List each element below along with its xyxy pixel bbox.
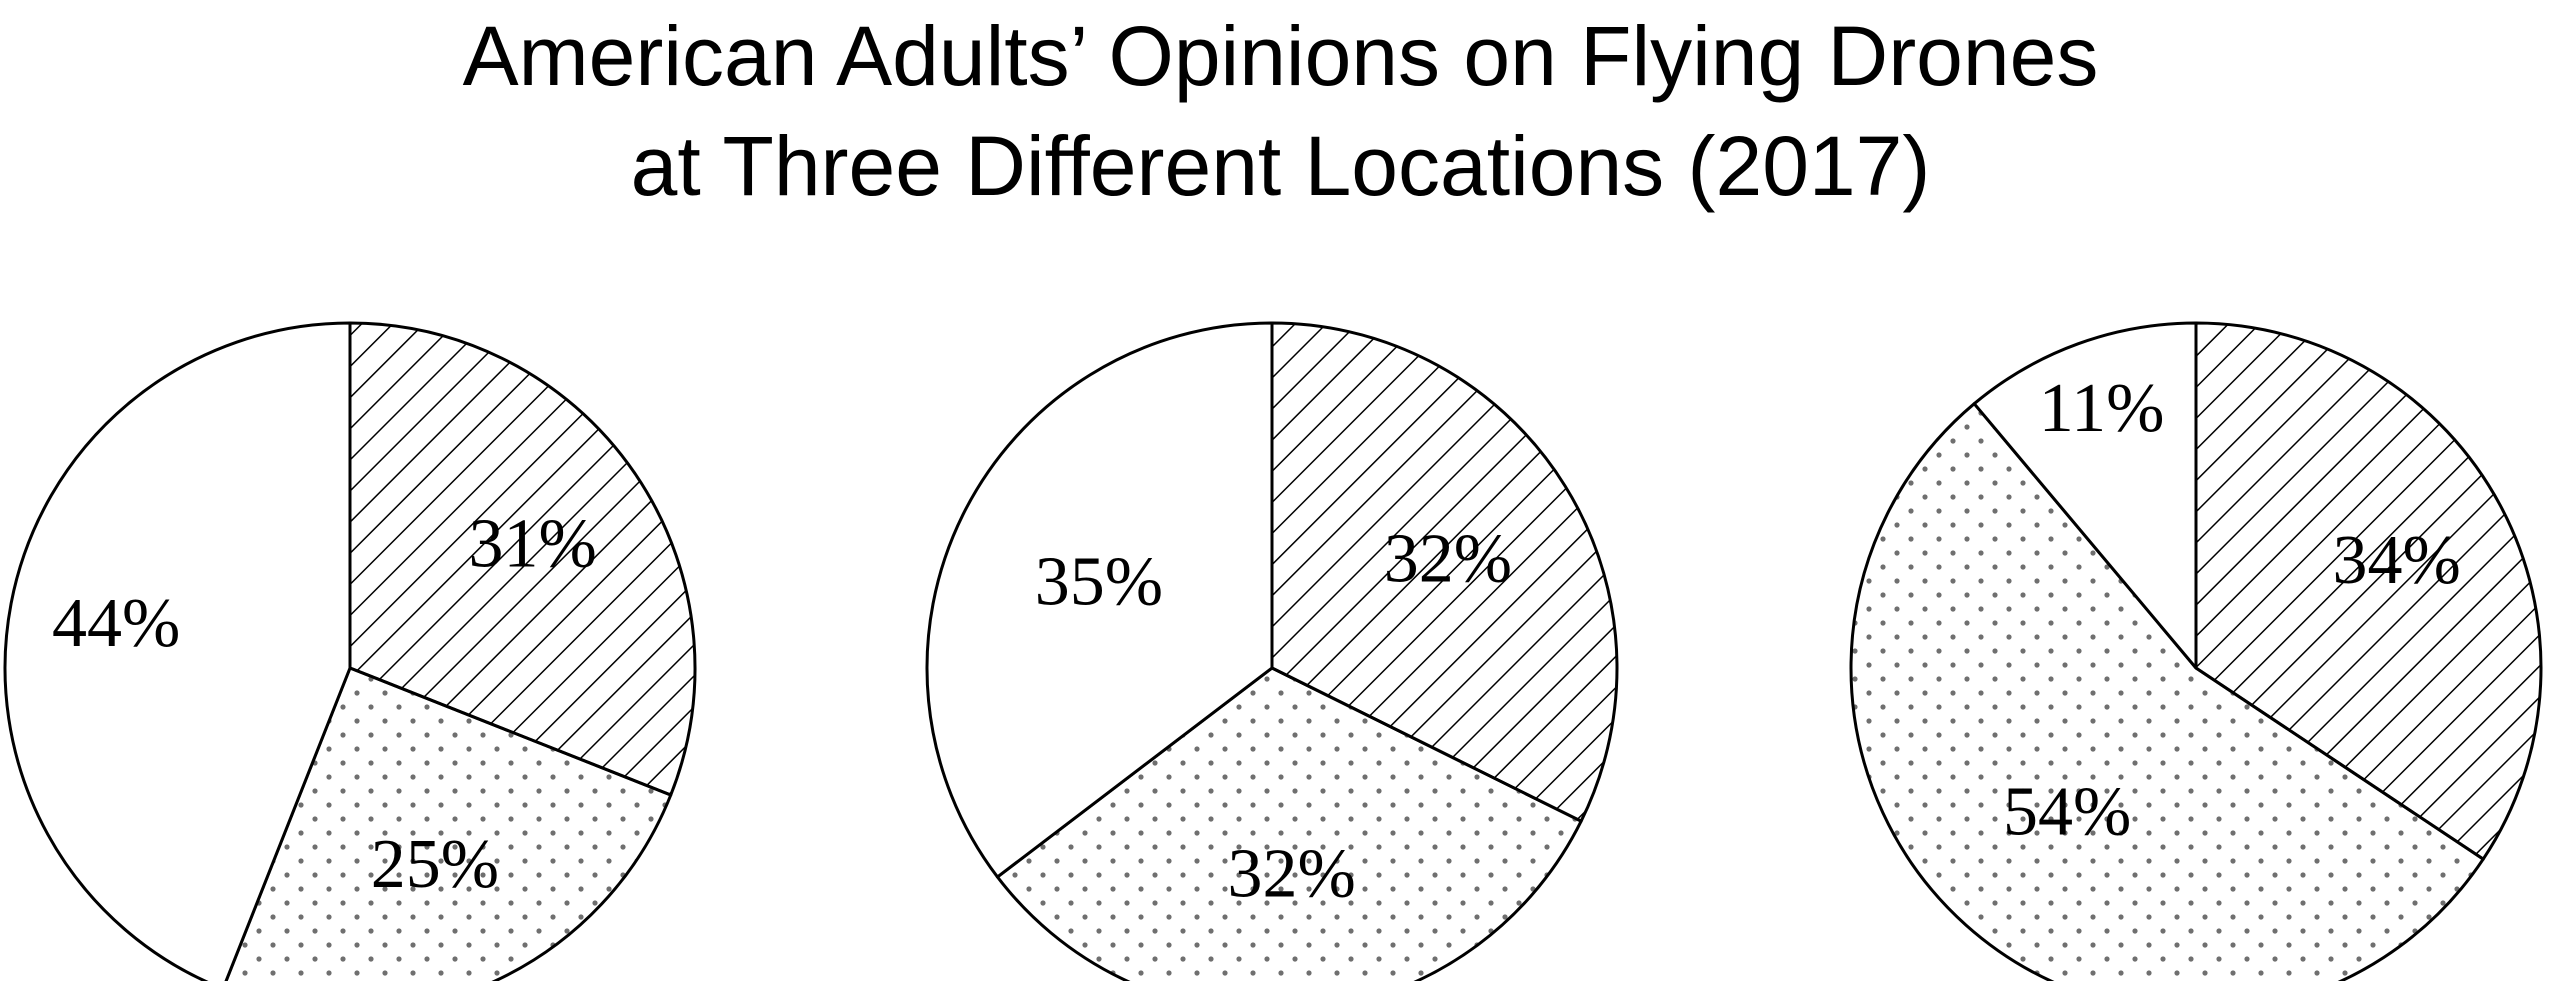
pie-3-label-3: 11% bbox=[2039, 370, 2165, 447]
pie-2-label-2: 32% bbox=[1228, 836, 1356, 913]
pie-chart-3: 34% 54% 11% bbox=[1849, 321, 2543, 981]
pie-2-slice-2 bbox=[995, 666, 1583, 981]
chart-title-line-2: at Three Different Locations (2017) bbox=[630, 119, 1931, 213]
pie-chart-1: 31% 25% 44% bbox=[3, 321, 697, 981]
pie-1-label-2: 25% bbox=[371, 826, 499, 903]
pie-3-slice-3 bbox=[1972, 321, 2198, 670]
chart-title-line-1: American Adults’ Opinions on Flying Dron… bbox=[462, 9, 2099, 103]
pie-2-label-1: 32% bbox=[1384, 520, 1512, 597]
pie-1-slice-2 bbox=[224, 666, 673, 981]
pie-2-slice-3 bbox=[925, 321, 1274, 879]
pie-3-slice-2 bbox=[1849, 402, 2485, 981]
pie-2-slice-1 bbox=[1270, 321, 1619, 823]
pie-1-slice-1 bbox=[348, 321, 697, 797]
pie-2-label-3: 35% bbox=[1035, 544, 1163, 621]
pie-chart-2: 32% 32% 35% bbox=[925, 321, 1619, 981]
pie-1-slice-3 bbox=[3, 321, 352, 981]
pie-1-label-1: 31% bbox=[468, 505, 596, 582]
pie-3-label-2: 54% bbox=[2003, 774, 2131, 851]
pie-3-label-1: 34% bbox=[2333, 522, 2461, 599]
pie-1-label-3: 44% bbox=[52, 585, 180, 662]
